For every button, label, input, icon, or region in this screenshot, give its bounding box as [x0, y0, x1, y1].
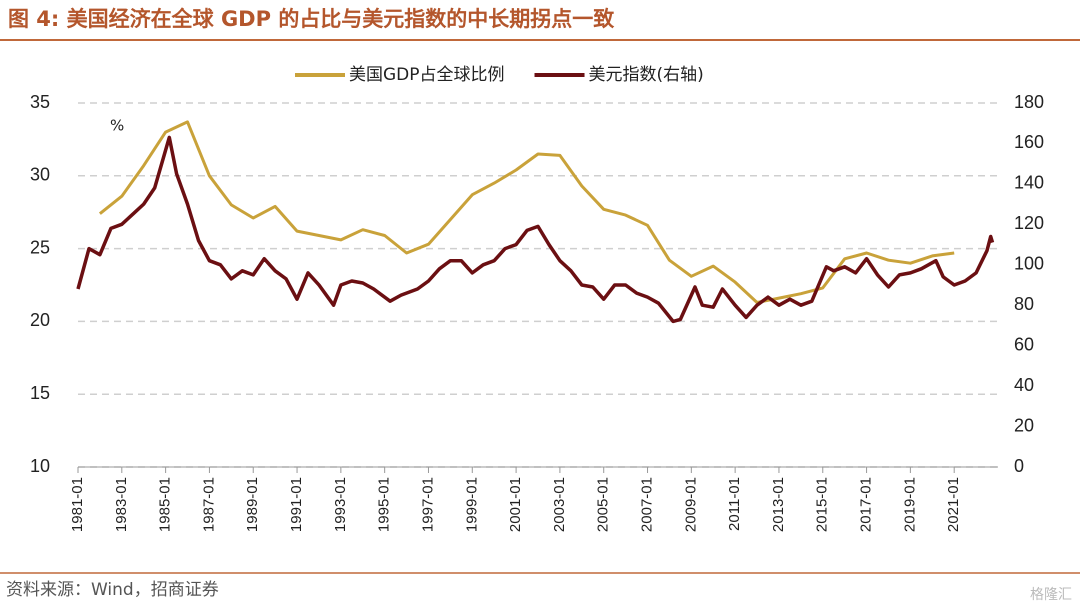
- y2-tick-label: 180: [1014, 92, 1044, 112]
- x-tick-label: 2003-01: [551, 477, 568, 532]
- y2-tick-label: 80: [1014, 294, 1034, 314]
- watermark: 格隆汇: [1030, 587, 1072, 603]
- y2-tick-label: 140: [1014, 173, 1044, 193]
- x-tick-label: 2015-01: [814, 477, 831, 532]
- y-tick-label: 15: [30, 383, 50, 403]
- x-tick-label: 2021-01: [945, 477, 962, 532]
- y-tick-label: 30: [30, 165, 50, 185]
- unit-label: %: [110, 117, 124, 135]
- y2-tick-label: 0: [1014, 456, 1024, 476]
- y-tick-label: 35: [30, 92, 50, 112]
- x-tick-label: 1993-01: [332, 477, 349, 532]
- x-tick-label: 1995-01: [376, 477, 393, 532]
- x-tick-label: 2005-01: [595, 477, 612, 532]
- y2-tick-label: 100: [1014, 254, 1044, 274]
- x-tick-label: 2001-01: [507, 477, 524, 532]
- x-tick-label: 2007-01: [638, 477, 655, 532]
- x-tick-label: 2019-01: [901, 477, 918, 532]
- x-tick-label: 1989-01: [244, 477, 261, 532]
- legend-label: 美国GDP占全球比例: [349, 65, 505, 85]
- legend-label: 美元指数(右轴): [589, 65, 704, 85]
- y-tick-label: 10: [30, 456, 50, 476]
- x-tick-label: 1983-01: [113, 477, 130, 532]
- x-tick-label: 1999-01: [463, 477, 480, 532]
- series-line: [76, 135, 995, 324]
- x-tick-label: 1985-01: [157, 477, 174, 532]
- y-tick-label: 20: [30, 310, 50, 330]
- y2-tick-label: 120: [1014, 213, 1044, 233]
- y-tick-label: 25: [30, 237, 50, 257]
- y2-tick-label: 60: [1014, 334, 1034, 354]
- chart-title: 图 4: 美国经济在全球 GDP 的占比与美元指数的中长期拐点一致: [8, 7, 615, 31]
- x-tick-label: 2013-01: [770, 477, 787, 532]
- y2-tick-label: 40: [1014, 375, 1034, 395]
- x-tick-label: 1991-01: [288, 477, 305, 532]
- x-tick-label: 2011-01: [726, 477, 743, 531]
- y2-tick-label: 160: [1014, 132, 1044, 152]
- x-tick-label: 1987-01: [200, 477, 217, 532]
- series-line: [98, 120, 955, 304]
- x-tick-label: 2009-01: [682, 477, 699, 532]
- x-tick-label: 1997-01: [419, 477, 436, 532]
- source: 资料来源：Wind，招商证券: [6, 580, 219, 600]
- y2-tick-label: 20: [1014, 415, 1034, 435]
- x-tick-label: 2017-01: [858, 477, 875, 532]
- x-tick-label: 1981-01: [69, 477, 86, 532]
